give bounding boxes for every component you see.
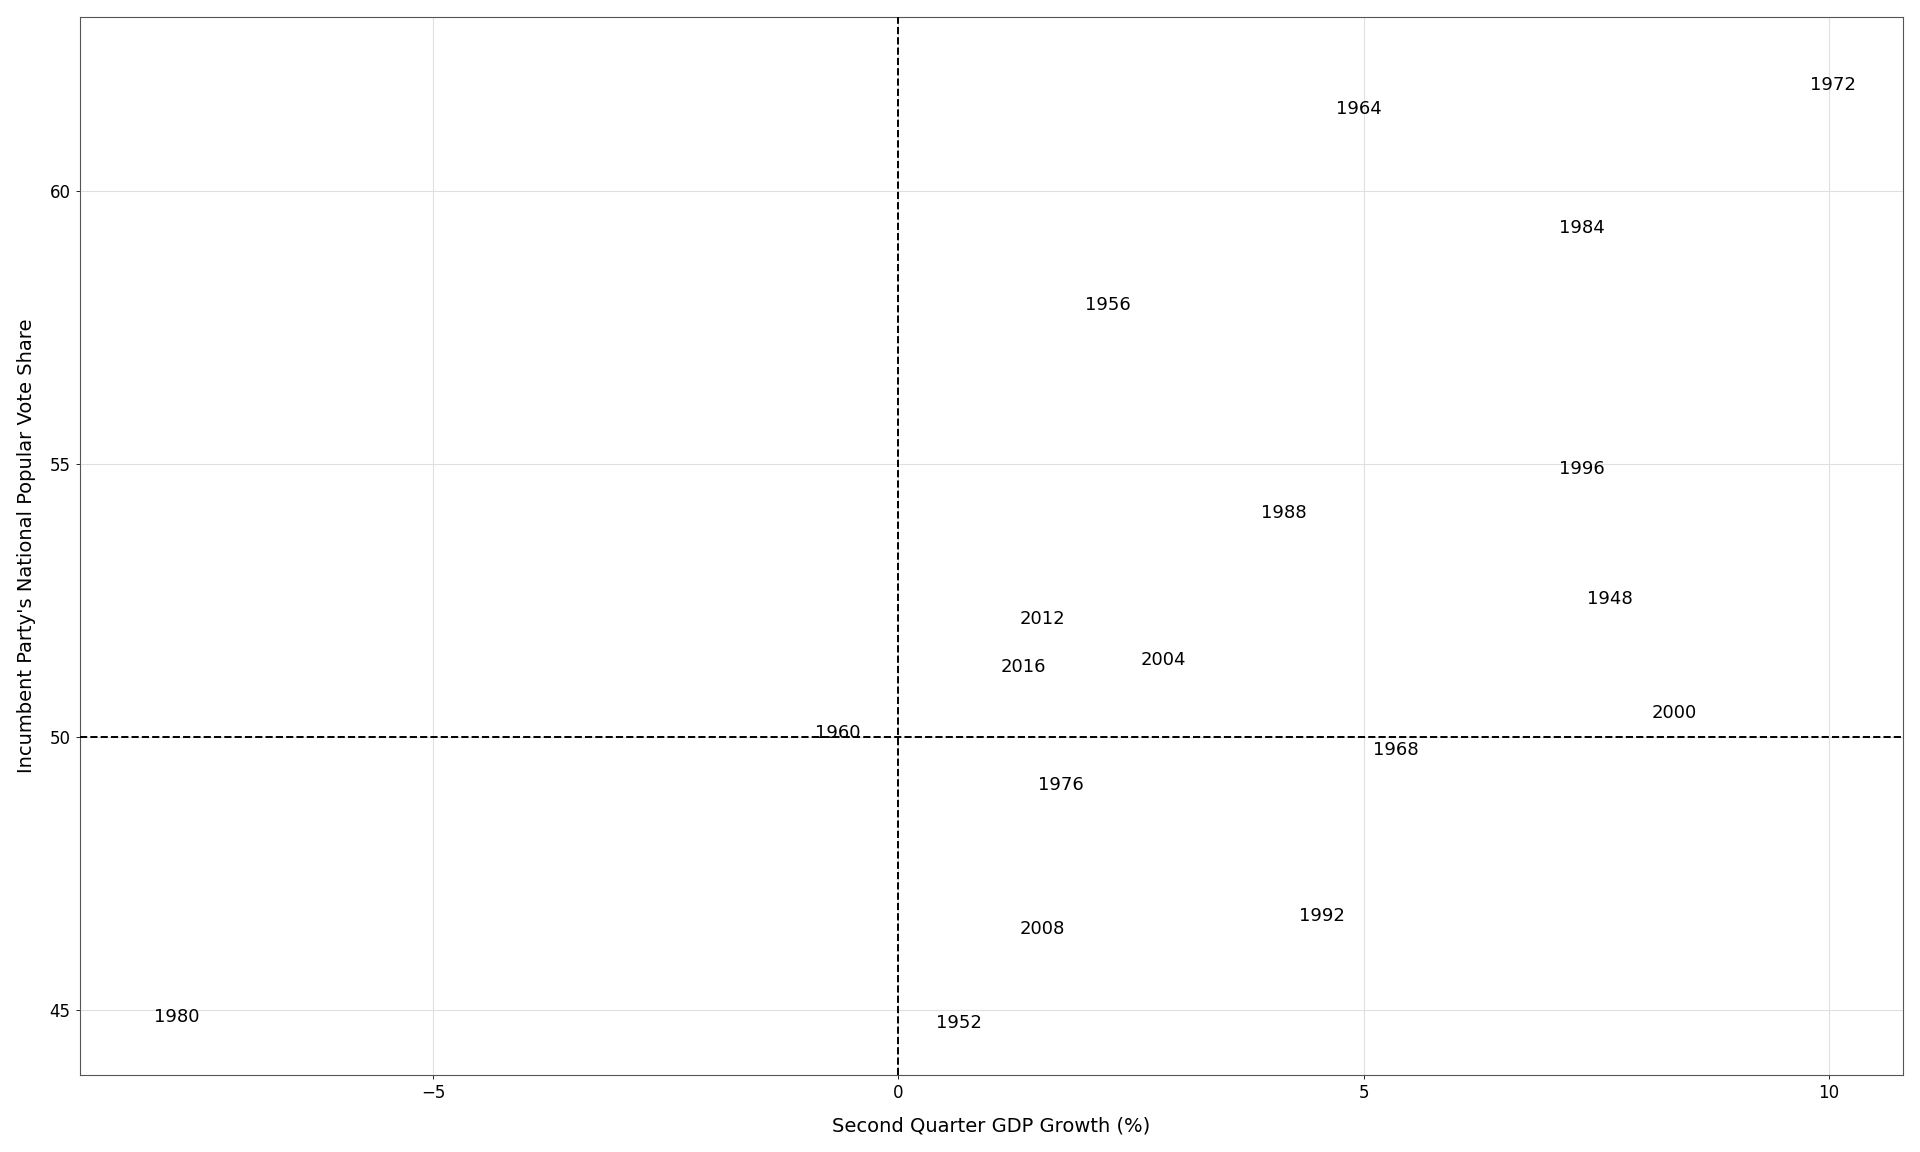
Text: 2000: 2000 [1651, 704, 1697, 722]
Text: 2008: 2008 [1020, 920, 1066, 938]
Text: 1960: 1960 [814, 723, 860, 742]
X-axis label: Second Quarter GDP Growth (%): Second Quarter GDP Growth (%) [833, 1116, 1150, 1136]
Text: 1984: 1984 [1559, 219, 1605, 236]
Text: 1952: 1952 [935, 1014, 981, 1032]
Text: 1980: 1980 [154, 1008, 200, 1026]
Text: 1948: 1948 [1588, 590, 1632, 608]
Text: 1964: 1964 [1336, 100, 1382, 119]
Y-axis label: Incumbent Party's National Popular Vote Share: Incumbent Party's National Popular Vote … [17, 319, 36, 773]
Text: 1976: 1976 [1039, 776, 1083, 795]
Text: 1988: 1988 [1261, 505, 1308, 522]
Text: 1996: 1996 [1559, 461, 1605, 478]
Text: 2016: 2016 [1000, 659, 1046, 676]
Text: 1972: 1972 [1811, 76, 1857, 93]
Text: 2004: 2004 [1140, 651, 1187, 669]
Text: 2012: 2012 [1020, 609, 1066, 628]
Text: 1968: 1968 [1373, 741, 1419, 759]
Text: 1992: 1992 [1298, 908, 1344, 925]
Text: 1956: 1956 [1085, 296, 1131, 313]
